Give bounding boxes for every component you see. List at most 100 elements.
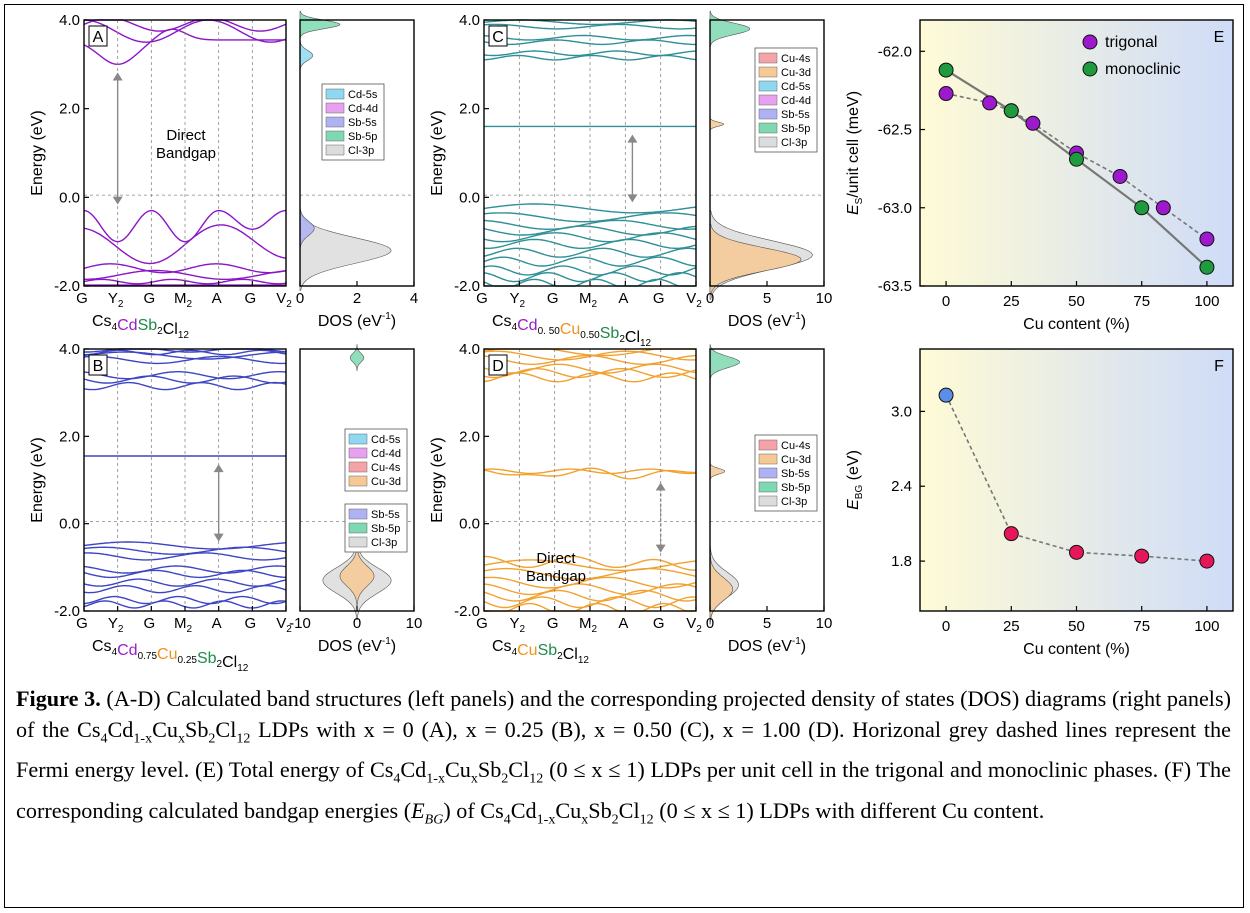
compound-formula: Cs4Cd0. 50Cu0.50Sb2Cl12 xyxy=(492,313,652,349)
bandgap-arrowhead xyxy=(655,544,666,553)
legend-label: Cl-3p xyxy=(781,496,807,508)
legend-swatch xyxy=(348,522,368,534)
data-point xyxy=(1025,115,1041,131)
dos-axis-label: DOS (eV-1) xyxy=(318,636,396,655)
panel-letter: E xyxy=(1214,29,1225,46)
dos-sb-5p xyxy=(709,10,751,47)
valence-band xyxy=(483,555,697,571)
legend-swatch xyxy=(758,66,778,78)
k-point-label: M2 xyxy=(579,290,598,310)
k-point-label: Y2 xyxy=(510,290,526,310)
data-point xyxy=(938,387,954,403)
data-point xyxy=(1069,544,1084,560)
legend-swatch xyxy=(758,453,778,465)
panel-letter: A xyxy=(93,29,104,46)
y-axis-label: ES/unit cell (meV) xyxy=(845,91,865,215)
plot-background xyxy=(920,349,1233,611)
y-tick-label: 4.0 xyxy=(59,12,80,29)
y-tick-label: 0.0 xyxy=(459,516,480,533)
legend-marker xyxy=(1082,61,1098,77)
panel-letter-box xyxy=(88,354,108,376)
valence-band xyxy=(483,238,697,249)
dos-tick-label: 10 xyxy=(816,615,833,632)
annotation-line-1: Direct xyxy=(536,550,576,567)
compound-formula: Cs4CuSb2Cl12 xyxy=(492,638,589,666)
k-point-label: A xyxy=(212,290,222,307)
legend-label: Cd-5s xyxy=(781,81,811,93)
k-point-label: V2 xyxy=(686,290,702,310)
panel-letter: F xyxy=(1214,358,1224,375)
x-tick-label: 75 xyxy=(1133,293,1150,310)
dos-axis-label: DOS (eV-1) xyxy=(728,311,806,330)
compound-formula: Cs4Cd0.75Cu0.25Sb2Cl12 xyxy=(92,638,249,674)
k-point-label: A xyxy=(212,615,222,632)
dos-tick-label: -10 xyxy=(289,615,311,632)
k-point-label: G xyxy=(476,290,488,307)
bandgap-arrowhead xyxy=(627,194,638,203)
y-axis-label: Energy (eV) xyxy=(429,110,446,195)
legend-label: Cu-3d xyxy=(371,476,401,488)
dos-axis-label: DOS (eV-1) xyxy=(318,311,396,330)
k-point-label: A xyxy=(618,615,628,632)
y-tick-label: -2.0 xyxy=(454,603,480,620)
bandgap-arrowhead xyxy=(213,533,224,542)
data-point xyxy=(1199,553,1215,569)
legend-swatch xyxy=(758,439,778,451)
k-point-label: G xyxy=(547,615,559,632)
k-point-label: G xyxy=(547,290,559,307)
k-point-label: Y2 xyxy=(510,615,526,635)
dos-sb-5p xyxy=(709,344,740,380)
k-point-label: M2 xyxy=(579,615,598,635)
y-tick-label: -2.0 xyxy=(54,278,80,295)
y-tick-label: 2.0 xyxy=(59,428,80,445)
legend-label: Cl-3p xyxy=(348,145,374,157)
legend-label: Cd-4d xyxy=(371,448,401,460)
y-tick-label: 2.0 xyxy=(59,101,80,118)
y-tick-label: 2.4 xyxy=(891,478,912,495)
legend-swatch xyxy=(325,130,345,142)
dos-cu-3d xyxy=(709,223,802,296)
y-tick-label: 3.0 xyxy=(891,403,912,420)
dos-tick-label: 0 xyxy=(706,290,714,307)
y-tick-label: 4.0 xyxy=(459,341,480,358)
legend-label: Cd-4d xyxy=(348,103,378,115)
dos-tick-label: 5 xyxy=(763,290,771,307)
bandgap-arrowhead xyxy=(655,482,666,491)
y-tick-label: 0.0 xyxy=(459,189,480,206)
x-tick-label: 25 xyxy=(1003,293,1020,310)
legend-swatch xyxy=(758,94,778,106)
k-point-label: G xyxy=(653,615,665,632)
annotation-line-1: Direct xyxy=(166,127,206,144)
k-point-label: G xyxy=(653,290,665,307)
figure-frame xyxy=(4,4,1244,908)
legend-swatch xyxy=(325,88,345,100)
panel-letter-box xyxy=(88,25,108,47)
k-point-label: Y2 xyxy=(108,615,124,635)
x-axis-label: Cu content (%) xyxy=(1023,316,1130,333)
panel-letter-box xyxy=(488,25,508,47)
legend-swatch xyxy=(758,136,778,148)
legend-swatch xyxy=(348,536,368,548)
k-point-label: A xyxy=(618,290,628,307)
data-point xyxy=(1134,200,1150,216)
y-tick-label: 4.0 xyxy=(459,12,480,29)
data-point xyxy=(1003,103,1019,119)
data-point xyxy=(1112,168,1128,184)
k-point-label: G xyxy=(244,615,256,632)
k-point-label: G xyxy=(476,615,488,632)
caption-label: Figure 3. xyxy=(16,686,101,711)
data-point xyxy=(1199,259,1215,275)
valence-band xyxy=(83,263,287,274)
legend-swatch xyxy=(348,447,368,459)
legend-label: Cd-5s xyxy=(371,434,401,446)
y-axis-label: EBG (eV) xyxy=(845,450,865,510)
bandgap-arrowhead xyxy=(112,72,123,81)
dos-tick-label: 0 xyxy=(353,615,361,632)
y-tick-label: -63.0 xyxy=(878,200,912,217)
legend-swatch xyxy=(758,52,778,64)
compound-formula: Cs4CdSb2Cl12 xyxy=(92,313,189,341)
y-tick-label: 4.0 xyxy=(59,341,80,358)
y-tick-label: -2.0 xyxy=(54,603,80,620)
legend-swatch xyxy=(348,475,368,487)
legend-label: Cu-4s xyxy=(781,440,811,452)
